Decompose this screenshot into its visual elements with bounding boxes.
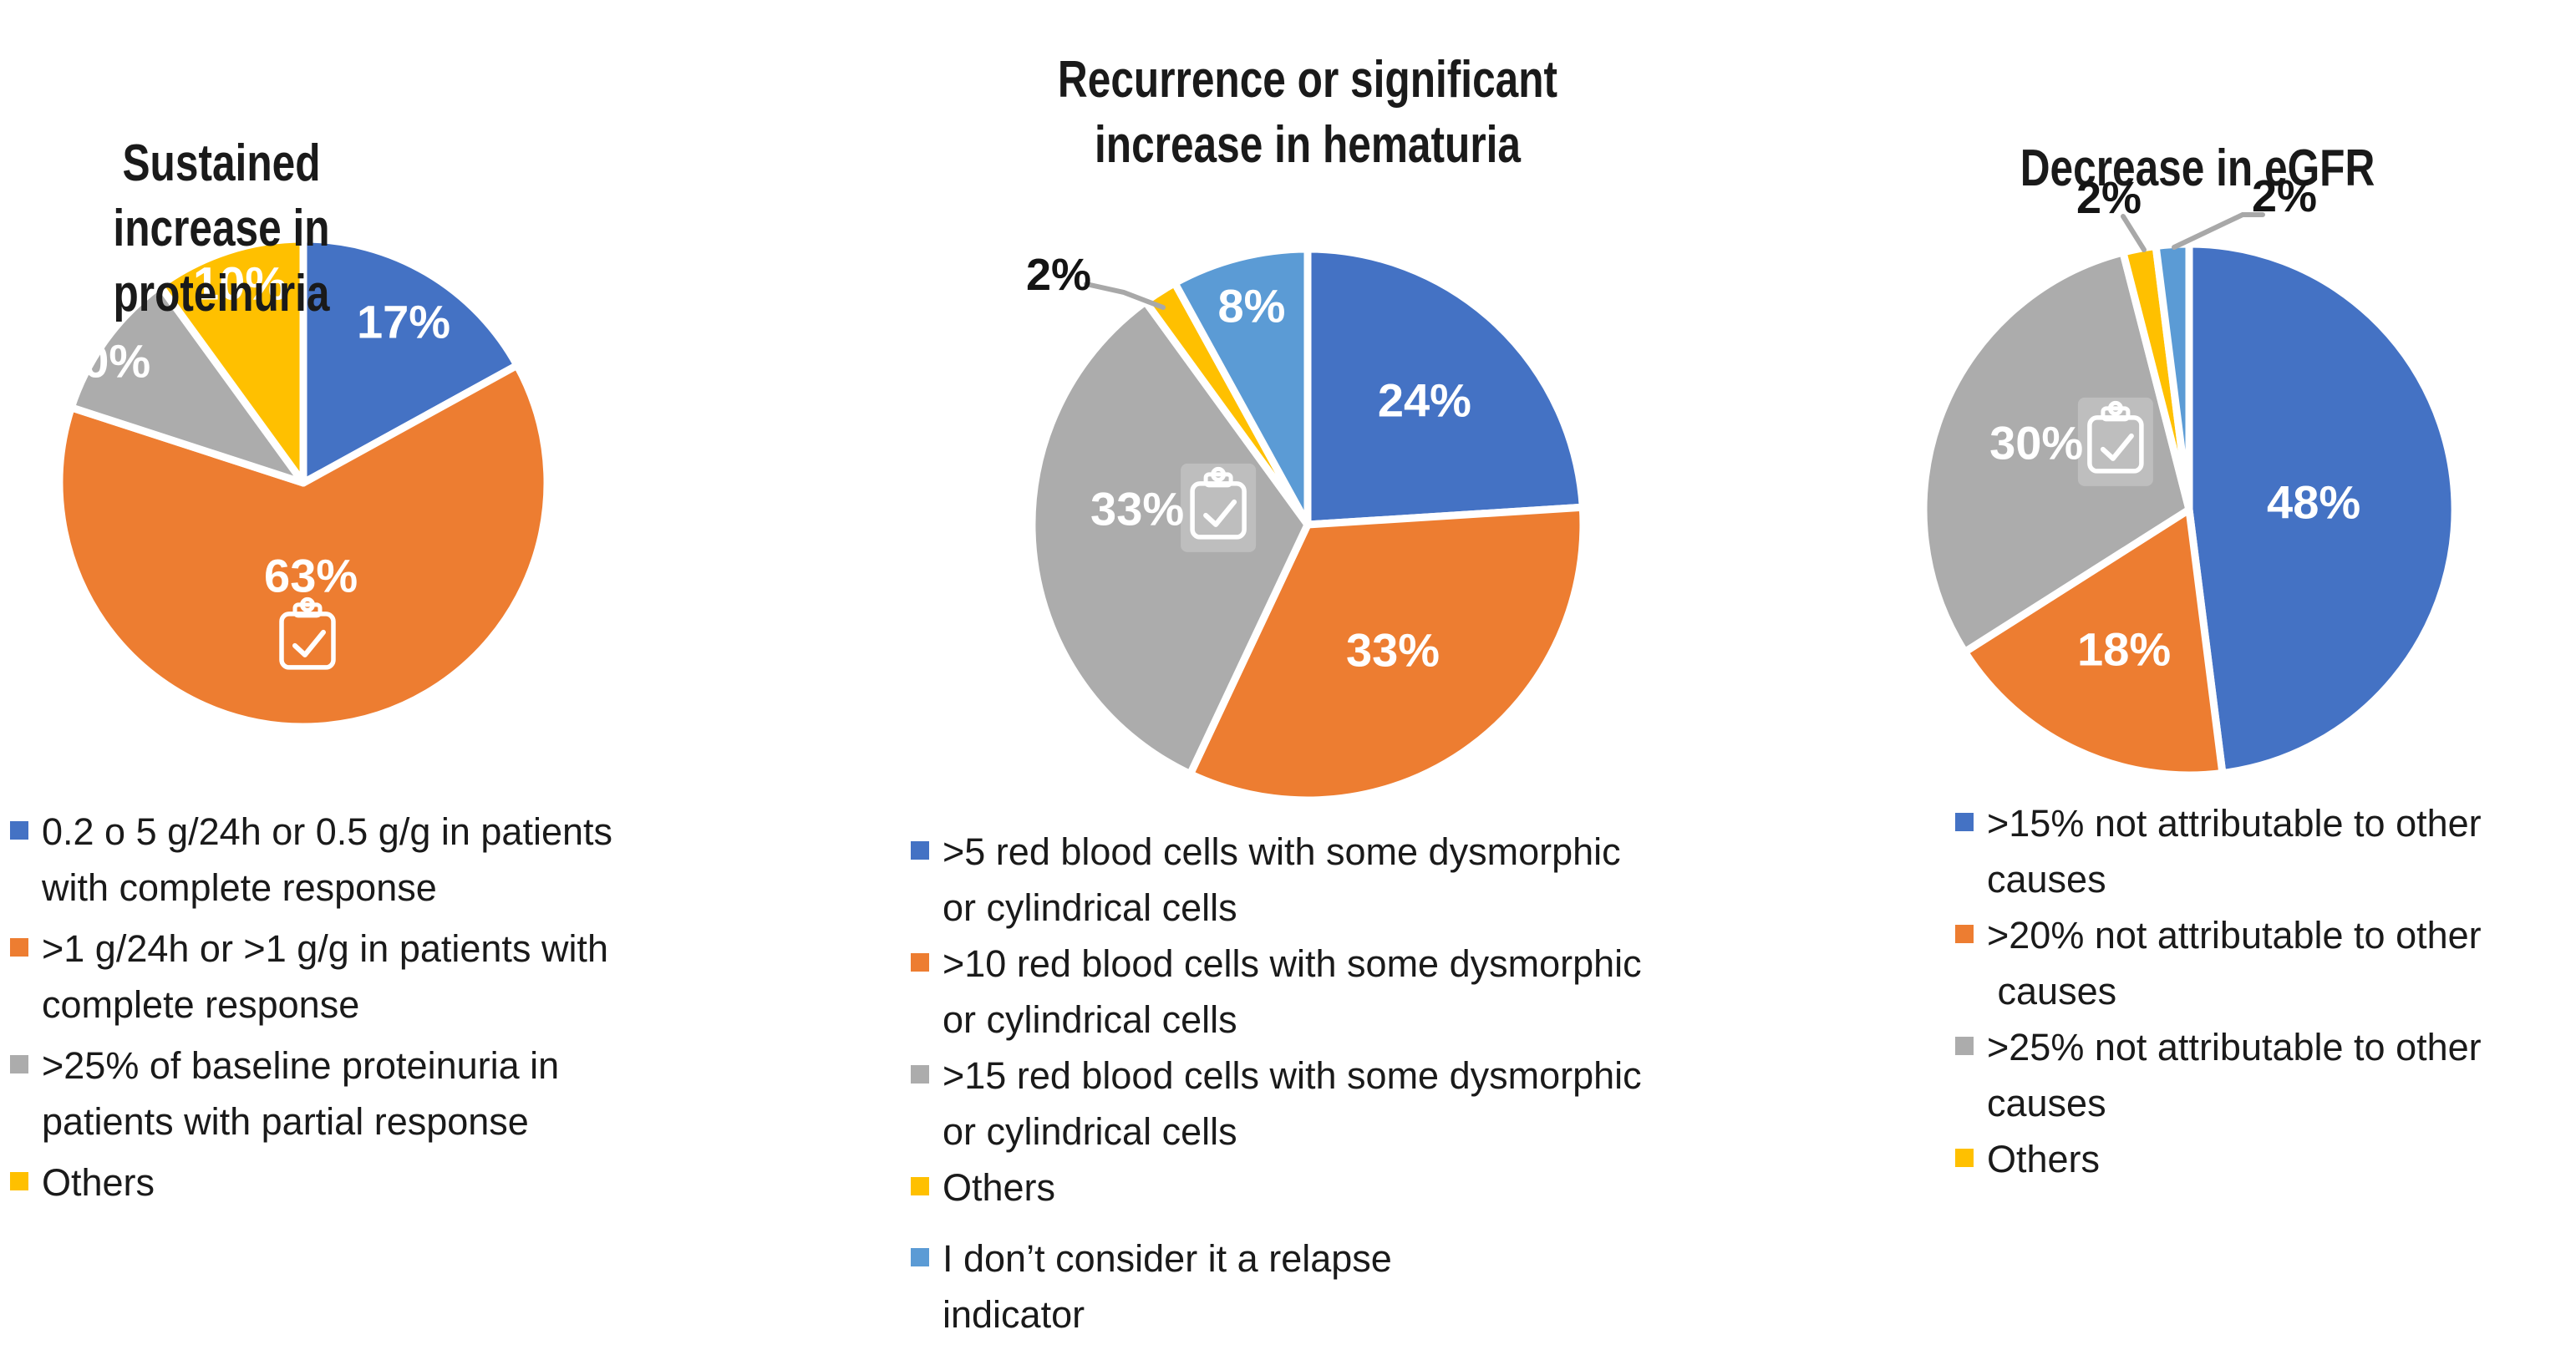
pie-0-pct-label-2: 10% bbox=[57, 335, 150, 388]
legend-label: >5 red blood cells with some dysmorphic … bbox=[943, 830, 1621, 929]
legend-marker bbox=[10, 938, 28, 957]
pie-1-pct-label-1: 33% bbox=[1346, 624, 1440, 677]
chart-title-proteinuria: Sustained increase in proteinuria bbox=[113, 134, 330, 323]
legend-marker bbox=[911, 1177, 929, 1195]
legend-marker bbox=[911, 841, 929, 860]
pie-2-slice-2 bbox=[1919, 248, 2193, 656]
pie-0-pct-label-3: 10% bbox=[193, 257, 287, 310]
legend-marker bbox=[1955, 1037, 1974, 1055]
pie-svg-0: 17% 63% 10% 10% bbox=[55, 235, 551, 731]
legend-item: >20% not attributable to other causes bbox=[1955, 907, 2573, 1019]
clipboard-check-icon bbox=[279, 596, 336, 670]
legend-item: Others bbox=[1955, 1131, 2573, 1187]
legend-label: 0.2 o 5 g/24h or 0.5 g/g in patients wit… bbox=[42, 810, 612, 909]
legend-marker bbox=[10, 1172, 28, 1190]
legend-item: >1 g/24h or >1 g/g in patients with comp… bbox=[10, 921, 829, 1033]
pie-1-pct-label-4: 8% bbox=[1218, 280, 1286, 332]
legend-label: >15% not attributable to other causes bbox=[1987, 802, 2482, 901]
legend-item: Others bbox=[10, 1155, 829, 1210]
legend-label: >25% of baseline proteinuria in patients… bbox=[42, 1044, 560, 1143]
legend-item: I don’t consider it a relapse indicator bbox=[911, 1231, 1780, 1342]
legend-item: >5 red blood cells with some dysmorphic … bbox=[911, 824, 1780, 936]
legend-marker bbox=[911, 953, 929, 972]
pie-hematuria: 24% 33% 33% 8% bbox=[1022, 239, 1593, 815]
chart-title-hematuria: Recurrence or significant increase in he… bbox=[1057, 51, 1558, 175]
pie-0-slice-3 bbox=[155, 235, 307, 487]
pie-1-slice-2 bbox=[1028, 297, 1312, 779]
pie-2-callout-label-1: 2% bbox=[2251, 171, 2318, 221]
pie-1-slice-0 bbox=[1303, 245, 1587, 529]
legend-item: >25% not attributable to other causes bbox=[1955, 1019, 2573, 1131]
legend-marker bbox=[1955, 813, 1974, 831]
pie-0-slice-0 bbox=[299, 235, 521, 487]
pie-0-pct-label-1: 63% bbox=[264, 550, 358, 602]
pie-1-slice-1 bbox=[1186, 503, 1588, 804]
legend-item: >15 red blood cells with some dysmorphic… bbox=[911, 1048, 1780, 1160]
legend-item: Others bbox=[911, 1160, 1780, 1216]
legend-proteinuria: 0.2 o 5 g/24h or 0.5 g/g in patients wit… bbox=[10, 804, 829, 1216]
pie-1-pct-label-2: 33% bbox=[1090, 482, 1184, 535]
legend-label: >25% not attributable to other causes bbox=[1987, 1026, 2482, 1124]
legend-marker bbox=[1955, 925, 1974, 943]
legend-marker bbox=[911, 1248, 929, 1266]
clipboard-check-icon bbox=[1181, 463, 1257, 552]
legend-label: >1 g/24h or >1 g/g in patients with comp… bbox=[42, 927, 608, 1026]
clipboard-check-icon bbox=[2077, 397, 2153, 486]
legend-label: Others bbox=[943, 1166, 1056, 1209]
legend-label: >15 red blood cells with some dysmorphic… bbox=[943, 1054, 1642, 1153]
legend-label: >20% not attributable to other causes bbox=[1987, 914, 2482, 1012]
pie-svg-1: 24% 33% 33% 8% bbox=[1028, 245, 1588, 804]
pie-proteinuria: 17% 63% 10% 10% bbox=[49, 229, 557, 741]
legend-egfr: >15% not attributable to other causes >20… bbox=[1955, 795, 2573, 1187]
legend-item: >25% of baseline proteinuria in patients… bbox=[10, 1038, 829, 1150]
legend-label: Others bbox=[1987, 1138, 2101, 1180]
pie-2-slice-1 bbox=[1961, 505, 2227, 779]
pie-2-callout-label-0: 2% bbox=[2076, 173, 2142, 223]
legend-marker bbox=[10, 1055, 28, 1073]
legend-item: >15% not attributable to other causes bbox=[1955, 795, 2573, 907]
pie-svg-2: 48% 18% 30% bbox=[1919, 240, 2459, 779]
pie-2-pct-label-0: 48% bbox=[2267, 476, 2360, 529]
pie-0-pct-label-0: 17% bbox=[357, 296, 450, 348]
pie-1-pct-label-0: 24% bbox=[1378, 373, 1471, 426]
pie-0-slice-1 bbox=[55, 361, 551, 731]
legend-hematuria: >5 red blood cells with some dysmorphic … bbox=[911, 824, 1780, 1342]
legend-item: >10 red blood cells with some dysmorphic… bbox=[911, 936, 1780, 1048]
pie-2-slice-0 bbox=[2185, 240, 2459, 777]
chart-title-egfr: Decrease in eGFR bbox=[2020, 140, 2375, 198]
legend-marker bbox=[10, 821, 28, 840]
pie-2-pct-label-1: 18% bbox=[2077, 623, 2171, 676]
pie-egfr: 48% 18% 30% bbox=[1913, 234, 2465, 789]
legend-label: Others bbox=[42, 1161, 155, 1204]
legend-label: >10 red blood cells with some dysmorphic… bbox=[943, 942, 1642, 1041]
legend-label: I don’t consider it a relapse indicator bbox=[943, 1237, 1392, 1336]
pie-1-callout-label-0: 2% bbox=[1025, 250, 1092, 300]
pie-2-pct-label-2: 30% bbox=[1989, 416, 2083, 469]
legend-marker bbox=[1955, 1149, 1974, 1167]
pie-0-slice-2 bbox=[67, 282, 307, 487]
legend-marker bbox=[911, 1065, 929, 1084]
legend-item: 0.2 o 5 g/24h or 0.5 g/g in patients wit… bbox=[10, 804, 829, 916]
pie-1-slice-4 bbox=[1171, 245, 1312, 529]
